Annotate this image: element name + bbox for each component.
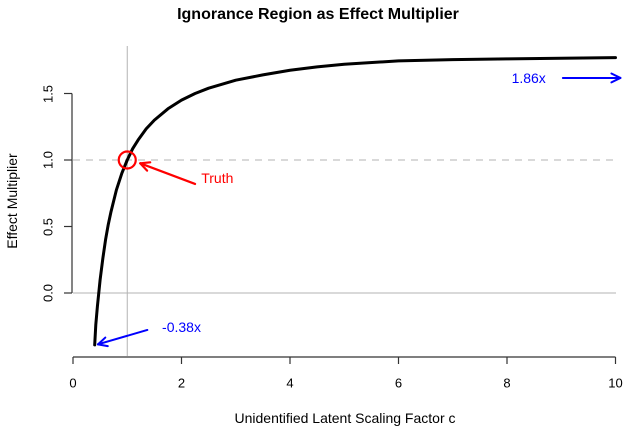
y-tick-label: 0.5: [40, 217, 56, 236]
x-tick-label: 2: [177, 375, 186, 391]
annotation-lower-bound: -0.38x: [162, 319, 201, 336]
y-tick-label: 0.0: [40, 283, 56, 303]
x-tick-label: 4: [286, 375, 294, 391]
chart-title: Ignorance Region as Effect Multiplier: [177, 6, 459, 23]
y-tick-label: 1.5: [40, 84, 56, 103]
x-axis-label: Unidentified Latent Scaling Factor c: [234, 410, 456, 426]
annotation-upper-bound: 1.86x: [511, 69, 546, 86]
y-axis-label: Effect Multiplier: [4, 153, 20, 249]
x-tick-label: 0: [69, 375, 77, 391]
x-tick-label: 8: [503, 375, 511, 391]
x-tick-label: 10: [608, 375, 623, 391]
annotation-truth: Truth: [201, 170, 234, 187]
y-tick-label: 1.0: [40, 150, 56, 170]
x-tick-label: 6: [394, 375, 403, 391]
